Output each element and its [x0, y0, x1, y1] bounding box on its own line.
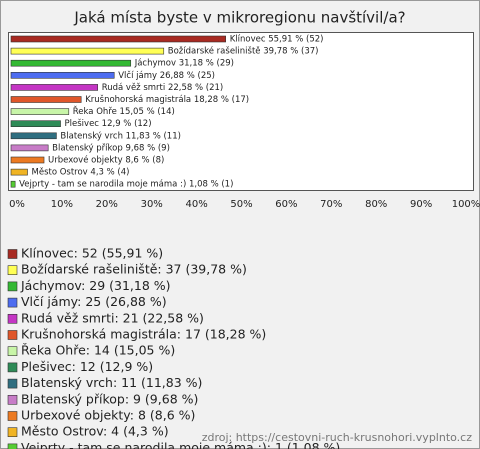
bar	[10, 156, 45, 164]
legend-swatch	[7, 281, 18, 292]
x-tick-label: 60%	[275, 199, 297, 210]
x-tick-label: 0%	[9, 199, 25, 210]
bar	[10, 59, 132, 67]
bar	[10, 132, 57, 140]
legend-label: Plešivec: 12 (12,9 %)	[21, 359, 153, 374]
bar	[10, 108, 70, 115]
x-tick-label: 30%	[141, 199, 163, 210]
bar	[10, 168, 28, 176]
value-label: Vejprty - tam se narodila moje máma :) 1…	[19, 180, 233, 190]
value-label: Plešivec 12,9 % (12)	[65, 118, 152, 129]
value-label: Božídarské rašeliniště 39,78 % (37)	[168, 46, 319, 57]
legend-label: Řeka Ohře: 14 (15,05 %)	[21, 343, 175, 358]
x-tick-label: 70%	[320, 199, 342, 210]
source: zdroj: https://cestovni-ruch-krusnohori.…	[202, 431, 473, 444]
value-label: Jáchymov 31,18 % (29)	[134, 59, 234, 69]
legend-label: Urbexové objekty: 8 (8,6 %)	[21, 408, 195, 423]
bar	[10, 47, 165, 55]
value-label: Urbexové objekty 8,6 % (8)	[48, 155, 164, 166]
bar	[10, 180, 16, 188]
legend-swatch	[7, 297, 18, 308]
legend-swatch	[7, 443, 18, 449]
value-label: Blatenský vrch 11,83 % (11)	[60, 131, 181, 141]
x-tick-label: 80%	[365, 199, 387, 210]
legend-swatch	[7, 394, 18, 405]
value-label: Řeka Ohře 15,05 % (14)	[73, 106, 175, 117]
legend-swatch	[7, 427, 18, 438]
chart-title: Jaká místa byste v mikroregionu navštívi…	[73, 9, 405, 27]
legend-label: Blatenský příkop: 9 (9,68 %)	[21, 391, 198, 406]
value-label: Město Ostrov 4,3 % (4)	[32, 168, 130, 178]
value-label: Krušnohorská magistrála 18,28 % (17)	[85, 94, 249, 105]
legend-label: Klínovec: 52 (55,91 %)	[21, 246, 163, 261]
x-tick-label: 20%	[96, 199, 118, 210]
legend-label: Město Ostrov: 4 (4,3 %)	[21, 424, 169, 439]
value-label: Klínovec 55,91 % (52)	[230, 35, 324, 45]
legend-swatch	[7, 378, 18, 389]
legend-label: Jáchymov: 29 (31,18 %)	[20, 278, 171, 293]
bar	[10, 35, 226, 43]
legend-swatch	[7, 265, 18, 276]
bar	[10, 120, 61, 127]
legend-label: Vlčí jámy: 25 (26,88 %)	[21, 294, 167, 309]
x-tick-label: 90%	[410, 199, 432, 210]
x-tick-label: 100%	[452, 199, 480, 210]
bar	[10, 84, 99, 91]
legend-label: Krušnohorská magistrála: 17 (18,28 %)	[21, 327, 266, 342]
legend-swatch	[7, 330, 18, 340]
legend-swatch	[7, 411, 18, 421]
plot-area	[8, 32, 474, 191]
value-label: Vlčí jámy 26,88 % (25)	[118, 70, 215, 81]
legend-swatch	[7, 346, 18, 357]
x-tick-label: 50%	[230, 199, 252, 210]
legend-label: Božídarské rašeliniště: 37 (39,78 %)	[21, 262, 247, 277]
bar	[10, 144, 49, 152]
value-label: Rudá věž smrti 22,58 % (21)	[102, 83, 224, 93]
legend-label: Blatenský vrch: 11 (11,83 %)	[21, 375, 202, 390]
x-tick-label: 10%	[51, 199, 73, 210]
legend-label: Vejprty - tam se narodila moje máma :): …	[21, 440, 340, 449]
legend-label: Rudá věž smrti: 21 (22,58 %)	[21, 310, 204, 325]
legend-swatch	[7, 313, 18, 324]
bar	[10, 96, 82, 103]
legend-swatch	[7, 362, 18, 373]
value-label: Blatenský příkop 9,68 % (9)	[52, 143, 170, 153]
legend-swatch	[7, 249, 18, 259]
x-tick-label: 40%	[185, 199, 207, 210]
bar	[10, 72, 115, 79]
